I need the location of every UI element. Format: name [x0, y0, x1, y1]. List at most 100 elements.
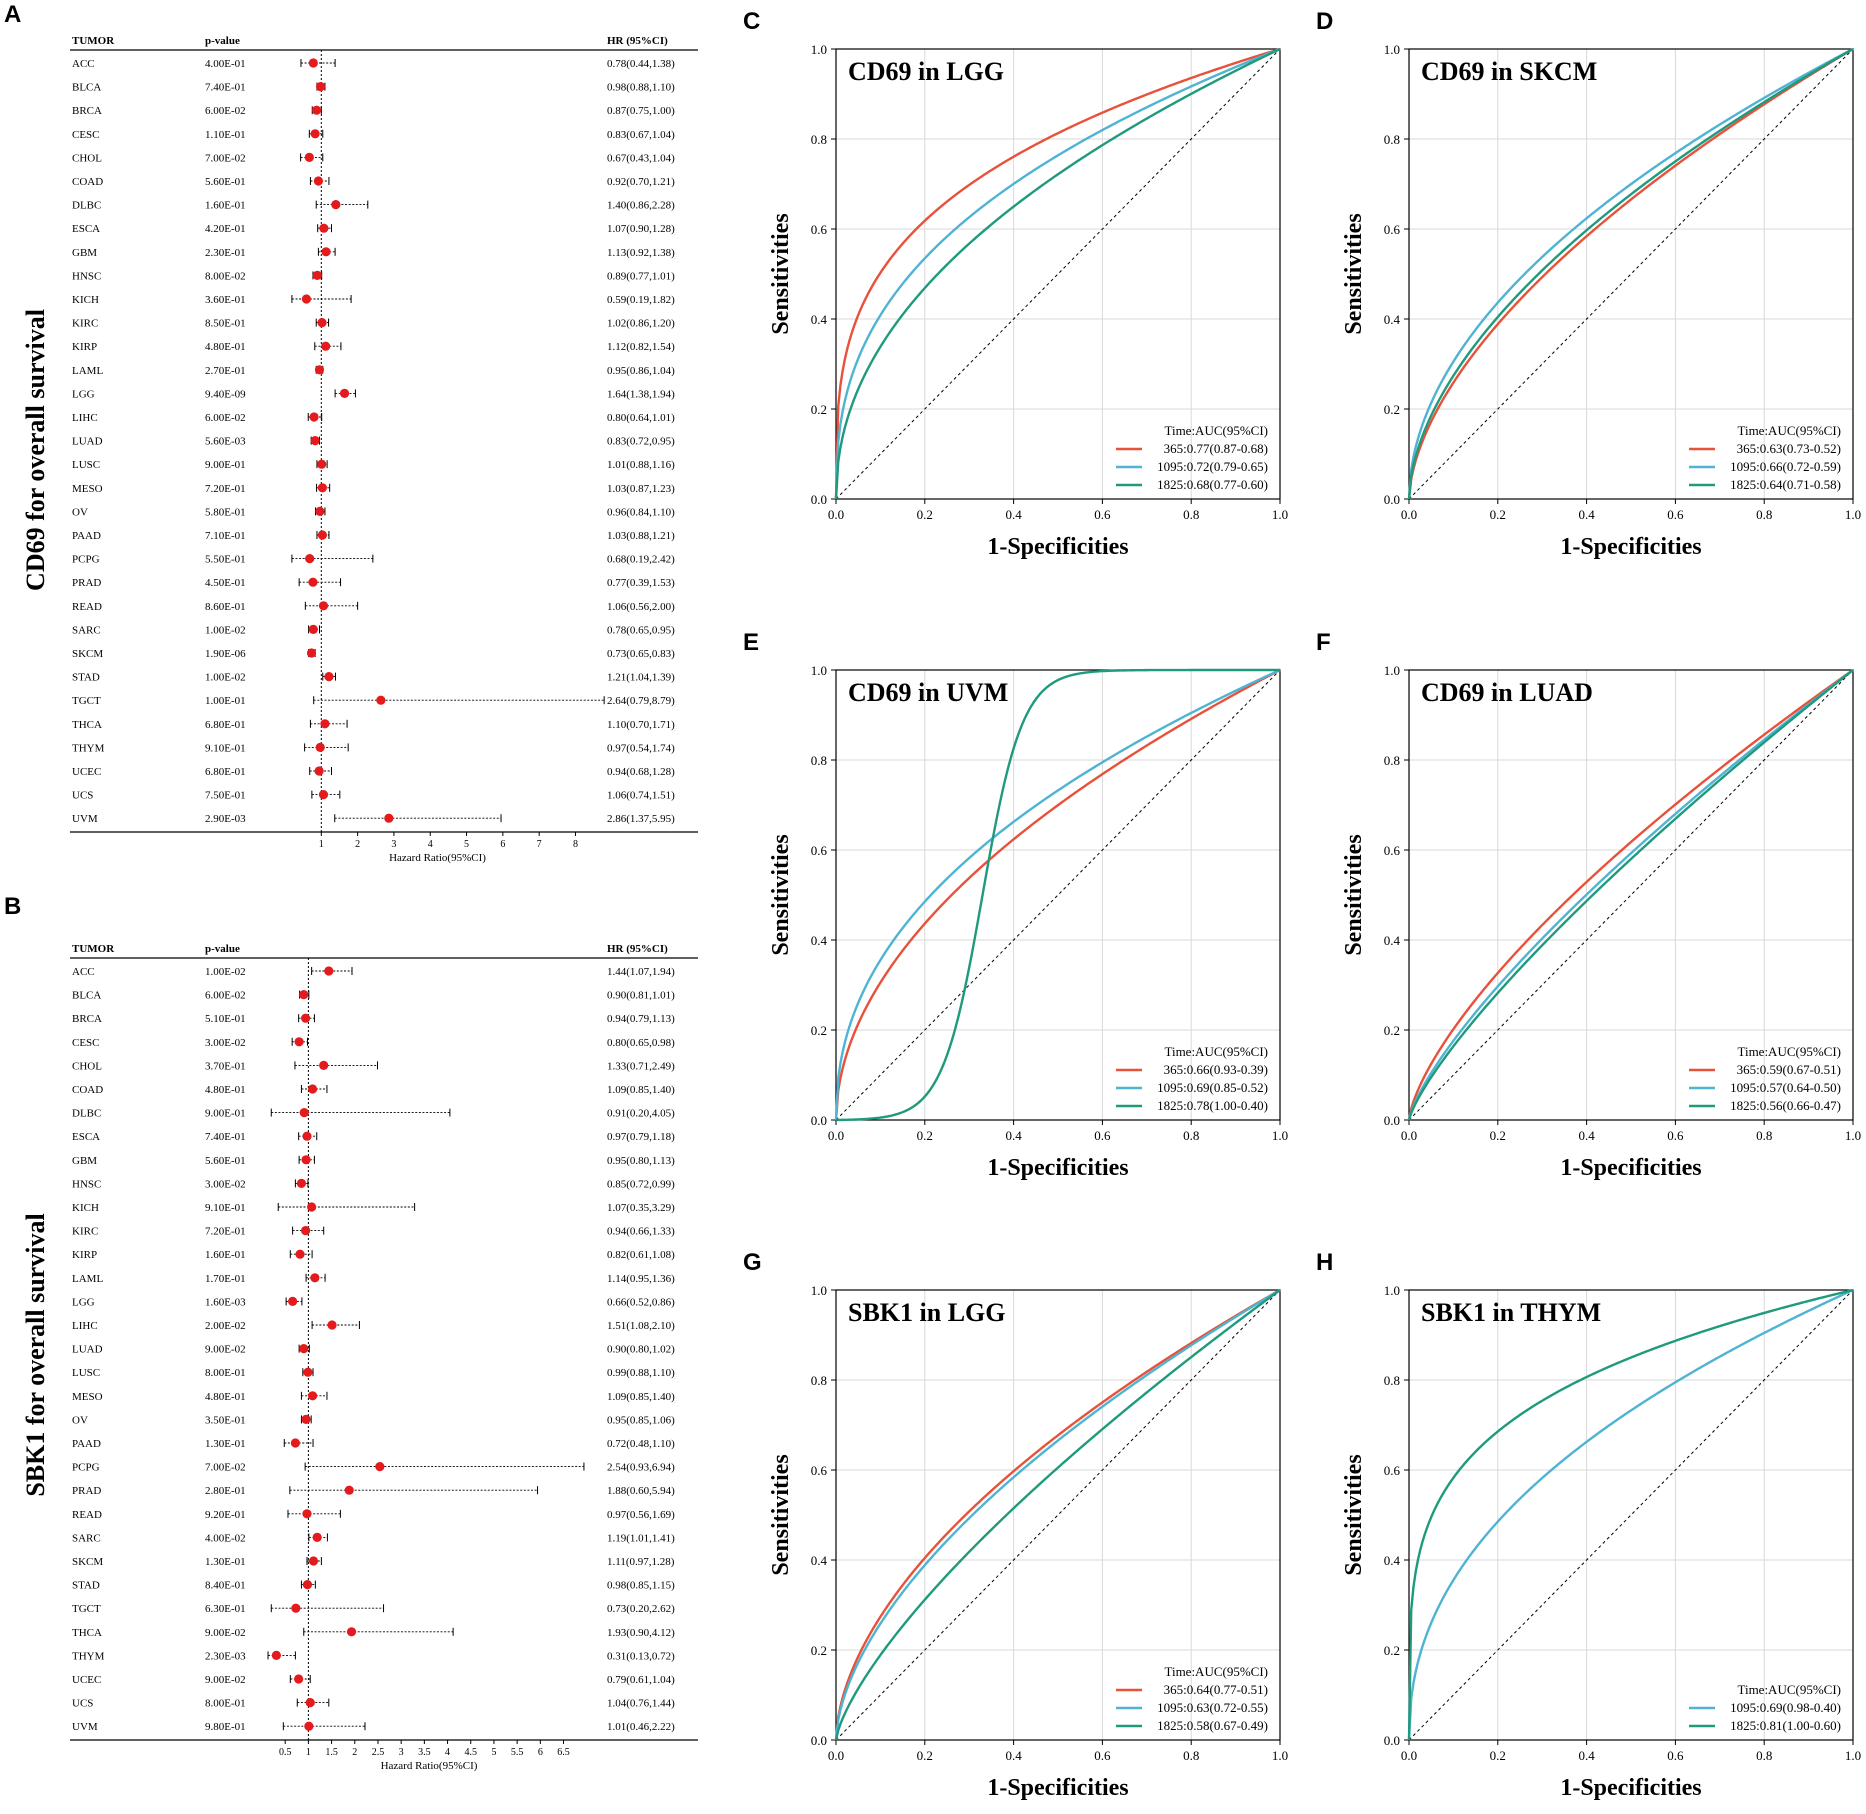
row-tumor-label: ACC — [72, 58, 95, 70]
x-tick-label: 5.5 — [511, 1747, 524, 1758]
hr-point — [302, 1131, 312, 1141]
row-p-value: 8.00E-01 — [205, 1698, 246, 1710]
x-tick-label: 0.6 — [1094, 507, 1111, 522]
x-axis-title: 1-Specificities — [987, 534, 1128, 560]
row-p-value: 9.80E-01 — [205, 1721, 246, 1733]
roc-curve-series — [834, 47, 1281, 500]
hr-point — [308, 1556, 319, 1566]
hr-point — [317, 530, 327, 540]
row-p-value: 5.60E-01 — [205, 1155, 246, 1167]
row-hr-ci: 0.73(0.65,0.83) — [607, 648, 675, 660]
row-p-value: 4.00E-02 — [205, 1532, 246, 1544]
row-p-value: 8.50E-01 — [205, 318, 246, 330]
hr-point — [303, 1367, 313, 1377]
legend-entry: 365:0.77(0.87-0.68) — [1164, 441, 1268, 456]
legend-entry: 1095:0.72(0.79-0.65) — [1157, 459, 1268, 474]
row-p-value: 9.00E-01 — [205, 1108, 246, 1120]
y-tick-label: 0.6 — [1384, 843, 1401, 858]
hr-point — [308, 58, 318, 68]
x-tick-label: 1.0 — [1272, 1128, 1288, 1143]
x-tick-label: 7 — [537, 839, 542, 850]
roc-curve-series — [1407, 47, 1854, 500]
hr-point — [308, 624, 318, 635]
row-tumor-label: BRCA — [72, 105, 102, 117]
hr-point — [307, 1391, 318, 1401]
row-tumor-label: HNSC — [72, 1178, 101, 1190]
x-tick-label: 6 — [500, 839, 505, 850]
y-tick-label: 1.0 — [1384, 1283, 1400, 1298]
row-tumor-label: KICH — [72, 294, 99, 306]
row-tumor-label: BRCA — [72, 1013, 102, 1025]
x-tick-label: 6 — [538, 1747, 543, 1758]
row-p-value: 5.80E-01 — [205, 506, 246, 518]
row-tumor-label: THCA — [72, 719, 102, 731]
row-tumor-label: DLBC — [72, 1108, 101, 1120]
roc-curve-series — [835, 668, 1280, 1122]
row-hr-ci: 2.86(1.37,5.95) — [607, 813, 675, 825]
x-tick-label: 0.8 — [1183, 1748, 1199, 1763]
x-axis-title: Hazard Ratio(95%CI) — [381, 1760, 478, 1772]
x-tick-label: 1.0 — [1272, 507, 1288, 522]
x-tick-label: 0.2 — [917, 507, 933, 522]
x-axis-title: 1-Specificities — [1560, 1775, 1701, 1801]
row-p-value: 6.80E-01 — [205, 766, 246, 778]
hr-point — [308, 577, 318, 587]
x-tick-label: 0.4 — [1005, 1128, 1022, 1143]
y-tick-label: 0.6 — [811, 1463, 828, 1478]
y-tick-label: 1.0 — [1384, 42, 1400, 57]
hr-point — [307, 1084, 318, 1094]
row-tumor-label: SKCM — [72, 648, 103, 660]
row-tumor-label: OV — [72, 1414, 88, 1426]
row-tumor-label: PAAD — [72, 1438, 101, 1450]
row-p-value: 4.50E-01 — [205, 577, 246, 589]
row-tumor-label: CHOL — [72, 152, 102, 164]
hr-point — [315, 742, 325, 753]
row-p-value: 4.00E-01 — [205, 58, 246, 70]
row-hr-ci: 0.66(0.52,0.86) — [607, 1296, 675, 1308]
x-tick-label: 3 — [391, 839, 396, 850]
x-tick-label: 1.0 — [1272, 1748, 1288, 1763]
row-hr-ci: 1.88(0.60,5.94) — [607, 1485, 675, 1497]
legend-title: Time:AUC(95%CI) — [1164, 1044, 1268, 1059]
row-hr-ci: 0.97(0.54,1.74) — [607, 742, 675, 754]
header-hr: HR (95%CI) — [607, 35, 668, 47]
y-tick-label: 1.0 — [1384, 663, 1400, 678]
x-tick-label: 4 — [445, 1747, 450, 1758]
row-tumor-label: PRAD — [72, 577, 101, 589]
row-hr-ci: 1.04(0.76,1.44) — [607, 1698, 675, 1710]
y-tick-label: 0.4 — [811, 312, 828, 327]
row-p-value: 5.60E-01 — [205, 176, 246, 188]
y-tick-label: 0.0 — [811, 1733, 827, 1748]
panel-letter: G — [743, 1249, 762, 1276]
row-tumor-label: GBM — [72, 247, 97, 259]
row-p-value: 3.00E-02 — [205, 1178, 246, 1190]
row-tumor-label: THCA — [72, 1627, 102, 1639]
plot-frame — [835, 1289, 1281, 1741]
row-tumor-label: LUAD — [72, 1344, 103, 1356]
y-tick-label: 0.6 — [811, 222, 828, 237]
row-hr-ci: 1.33(0.71,2.49) — [607, 1060, 675, 1072]
hr-point — [324, 966, 334, 976]
roc-curve-series — [834, 47, 1281, 500]
x-tick-label: 0.2 — [917, 1128, 933, 1143]
x-tick-label: 1.0 — [1845, 1128, 1861, 1143]
x-axis-title: 1-Specificities — [1560, 1155, 1701, 1181]
legend-entry: 1095:0.69(0.85-0.52) — [1157, 1080, 1268, 1095]
row-tumor-label: LIHC — [72, 412, 98, 424]
legend-title: Time:AUC(95%CI) — [1737, 1044, 1841, 1059]
row-tumor-label: ESCA — [72, 223, 100, 235]
row-p-value: 2.30E-01 — [205, 247, 246, 259]
row-tumor-label: KIRC — [72, 1226, 98, 1238]
row-p-value: 8.40E-01 — [205, 1580, 246, 1592]
legend-entry: 365:0.63(0.73-0.52) — [1737, 441, 1841, 456]
row-tumor-label: CHOL — [72, 1060, 102, 1072]
row-tumor-label: MESO — [72, 1391, 103, 1403]
row-hr-ci: 1.19(1.01,1.41) — [607, 1532, 675, 1544]
panel-letter: H — [1316, 1249, 1333, 1276]
row-hr-ci: 0.78(0.44,1.38) — [607, 58, 675, 70]
y-tick-label: 0.4 — [1384, 1553, 1401, 1568]
y-tick-label: 0.2 — [1384, 402, 1400, 417]
row-p-value: 5.60E-03 — [205, 436, 246, 448]
row-p-value: 1.30E-01 — [205, 1556, 246, 1568]
x-tick-label: 0.8 — [1756, 507, 1772, 522]
